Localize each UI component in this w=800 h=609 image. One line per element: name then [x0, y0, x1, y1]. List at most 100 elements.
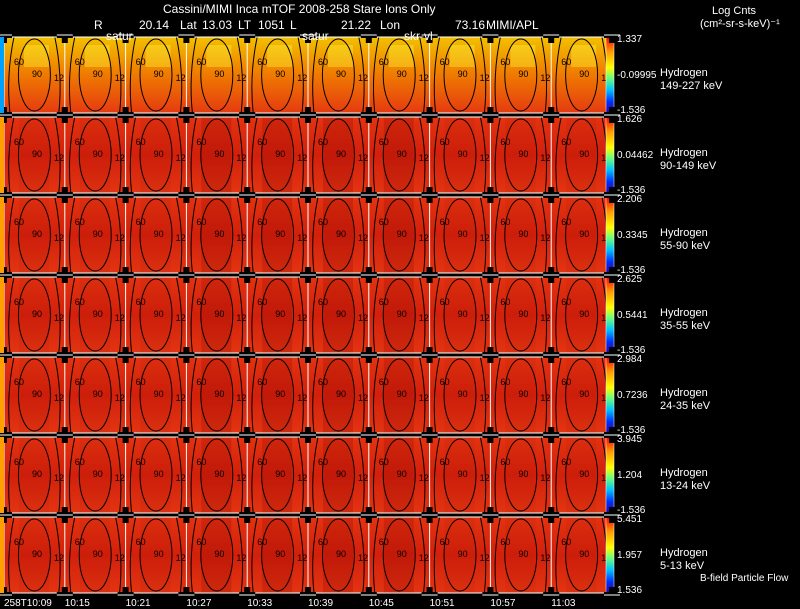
contour-label: 90	[518, 69, 528, 79]
contour-label: 60	[257, 377, 267, 387]
contour-ellipse	[321, 358, 355, 432]
contour-label: 60	[136, 457, 146, 467]
image-cell	[4, 197, 65, 273]
contour-label: 12	[480, 313, 490, 323]
contour-ellipse	[139, 38, 173, 112]
colorbar-max: 2.625	[617, 274, 643, 285]
edge-strip	[0, 437, 4, 513]
image-shade	[206, 45, 232, 67]
colorbar	[605, 116, 615, 194]
l-value: 73.16	[455, 18, 486, 32]
image-cell	[490, 517, 552, 593]
contour-curve	[358, 516, 365, 594]
image-shade	[566, 277, 597, 353]
contour-curve	[312, 516, 319, 594]
contour-label: 90	[458, 149, 468, 159]
contour-curve	[479, 196, 487, 274]
contour-label: 60	[318, 537, 328, 547]
contour-label: 12	[236, 393, 246, 403]
contour-ellipse	[382, 38, 416, 112]
colorbar-min: -1.536	[617, 345, 646, 356]
contour-label: 60	[440, 297, 450, 307]
contour-curve	[540, 196, 548, 274]
contour-label: 90	[154, 549, 164, 559]
image-shade	[19, 117, 49, 193]
contour-ellipse	[17, 438, 51, 512]
contour-ellipse	[17, 278, 51, 352]
contour-curve	[8, 116, 15, 194]
contour-ellipse	[382, 518, 416, 592]
time-tick-label: 10:45	[368, 598, 394, 609]
contour-label: 12	[419, 313, 429, 323]
contour-label: 60	[196, 217, 206, 227]
contour-label: 90	[214, 389, 224, 399]
contour-label: 12	[115, 553, 125, 563]
image-cell	[429, 517, 491, 593]
panel-energy: 149-227 keV	[660, 80, 723, 92]
image-shade	[566, 357, 597, 433]
image-cell	[186, 357, 248, 433]
contour-label: 12	[54, 313, 64, 323]
contour-curve	[433, 436, 441, 514]
contour-label: 90	[336, 309, 346, 319]
contour-label: 60	[75, 377, 85, 387]
image-shade	[262, 277, 293, 353]
image-cell	[368, 277, 430, 353]
image-cell	[490, 357, 552, 433]
image-cell	[125, 357, 187, 433]
contour-label: 90	[93, 229, 103, 239]
contour-label: 12	[297, 313, 307, 323]
contour-curve	[372, 276, 380, 354]
image-cell	[368, 117, 430, 193]
contour-label: 90	[579, 229, 589, 239]
contour-curve	[312, 116, 319, 194]
contour-curve	[115, 436, 122, 514]
contour-curve	[479, 356, 487, 434]
contour-curve	[419, 436, 426, 514]
contour-label: 12	[419, 73, 429, 83]
contour-label: 90	[93, 309, 103, 319]
panel-species: Hydrogen	[660, 547, 708, 559]
image-cell	[125, 117, 187, 193]
contour-label: 60	[75, 57, 85, 67]
edge-strip	[0, 197, 4, 273]
colorbar-min: -1.536	[617, 505, 646, 516]
contour-curve	[372, 516, 380, 594]
colorbar-mid: 0.7236	[617, 390, 648, 401]
contour-label: 60	[440, 457, 450, 467]
contour-label: 90	[336, 229, 346, 239]
image-shade	[383, 277, 414, 353]
colorbar-max: 1.626	[617, 114, 643, 125]
contour-ellipse	[443, 438, 477, 512]
panel-species: Hydrogen	[660, 67, 708, 79]
contour-label: 12	[480, 393, 490, 403]
contour-label: 12	[54, 473, 64, 483]
image-cell	[368, 517, 430, 593]
contour-label: 12	[358, 73, 368, 83]
colorbar-mid: -0.09995	[617, 70, 657, 81]
contour-label: 12	[236, 233, 246, 243]
panel-species: Hydrogen	[660, 387, 708, 399]
image-shade	[201, 117, 232, 193]
contour-label: 90	[579, 469, 589, 479]
contour-curve	[494, 516, 501, 594]
contour-curve	[54, 36, 61, 114]
contour-curve	[190, 276, 197, 354]
contour-label: 90	[579, 309, 589, 319]
contour-label: 60	[196, 377, 206, 387]
contour-label: 60	[561, 137, 571, 147]
image-cell	[186, 117, 248, 193]
contour-label: 60	[379, 297, 389, 307]
contour-label: 12	[54, 553, 64, 563]
contour-label: 12	[236, 313, 246, 323]
contour-label: 120	[540, 73, 555, 83]
r-value: 20.14	[139, 18, 170, 32]
contour-curve	[297, 436, 304, 514]
contour-label: 90	[275, 469, 285, 479]
image-cell	[429, 37, 491, 113]
contour-label: 12	[480, 233, 490, 243]
contour-label: 60	[318, 57, 328, 67]
edge-strip	[0, 37, 4, 113]
contour-curve	[358, 436, 365, 514]
image-shade	[140, 437, 171, 513]
